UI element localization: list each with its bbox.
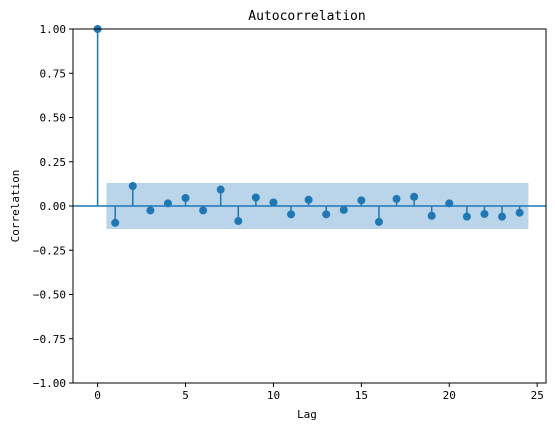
acf-point-lag-5 bbox=[181, 194, 190, 203]
y-tick-label: −0.75 bbox=[33, 333, 66, 346]
x-tick-label: 5 bbox=[182, 389, 189, 402]
y-axis-title: Correlation bbox=[9, 170, 22, 243]
y-tick-label: −1.00 bbox=[33, 377, 66, 390]
y-tick-label: −0.25 bbox=[33, 244, 66, 257]
acf-point-lag-16 bbox=[374, 217, 383, 226]
acf-point-lag-10 bbox=[269, 198, 278, 207]
chart-title: Autocorrelation bbox=[248, 9, 365, 24]
x-axis-title: Lag bbox=[297, 408, 317, 421]
x-tick-label: 20 bbox=[443, 389, 456, 402]
acf-point-lag-13 bbox=[322, 210, 331, 219]
acf-point-lag-21 bbox=[462, 212, 471, 221]
acf-point-lag-23 bbox=[498, 212, 507, 221]
acf-point-lag-8 bbox=[234, 217, 243, 226]
y-tick-label: 0.75 bbox=[40, 67, 67, 80]
x-tick-label: 0 bbox=[94, 389, 101, 402]
markers-layer bbox=[93, 25, 524, 227]
acf-point-lag-9 bbox=[251, 193, 260, 202]
acf-point-lag-22 bbox=[480, 209, 489, 218]
acf-point-lag-19 bbox=[427, 211, 436, 220]
y-tick-label: 0.25 bbox=[40, 156, 67, 169]
acf-point-lag-2 bbox=[128, 181, 137, 190]
acf-point-lag-6 bbox=[199, 206, 208, 215]
acf-point-lag-7 bbox=[216, 185, 225, 194]
y-tick-label: 0.50 bbox=[40, 112, 67, 125]
acf-point-lag-24 bbox=[515, 208, 524, 217]
y-tick-label: −0.50 bbox=[33, 289, 66, 302]
acf-point-lag-12 bbox=[304, 195, 313, 204]
acf-point-lag-15 bbox=[357, 196, 366, 205]
y-tick-label: 1.00 bbox=[40, 23, 67, 36]
acf-point-lag-14 bbox=[339, 205, 348, 214]
acf-point-lag-20 bbox=[445, 199, 454, 208]
acf-point-lag-11 bbox=[287, 210, 296, 219]
acf-point-lag-4 bbox=[163, 199, 172, 208]
y-axis: 1.00 0.75 0.50 0.25 0.00 −0.25 −0.50 −0.75 −1.00 bbox=[33, 23, 73, 390]
x-tick-label: 25 bbox=[531, 389, 544, 402]
x-tick-label: 15 bbox=[355, 389, 368, 402]
acf-point-lag-17 bbox=[392, 194, 401, 203]
x-tick-label: 10 bbox=[267, 389, 280, 402]
acf-point-lag-18 bbox=[410, 192, 419, 201]
y-tick-label: 0.00 bbox=[40, 200, 67, 213]
acf-point-lag-1 bbox=[111, 218, 120, 227]
acf-point-lag-3 bbox=[146, 206, 155, 215]
x-axis: 0 5 10 15 20 25 bbox=[94, 383, 544, 402]
